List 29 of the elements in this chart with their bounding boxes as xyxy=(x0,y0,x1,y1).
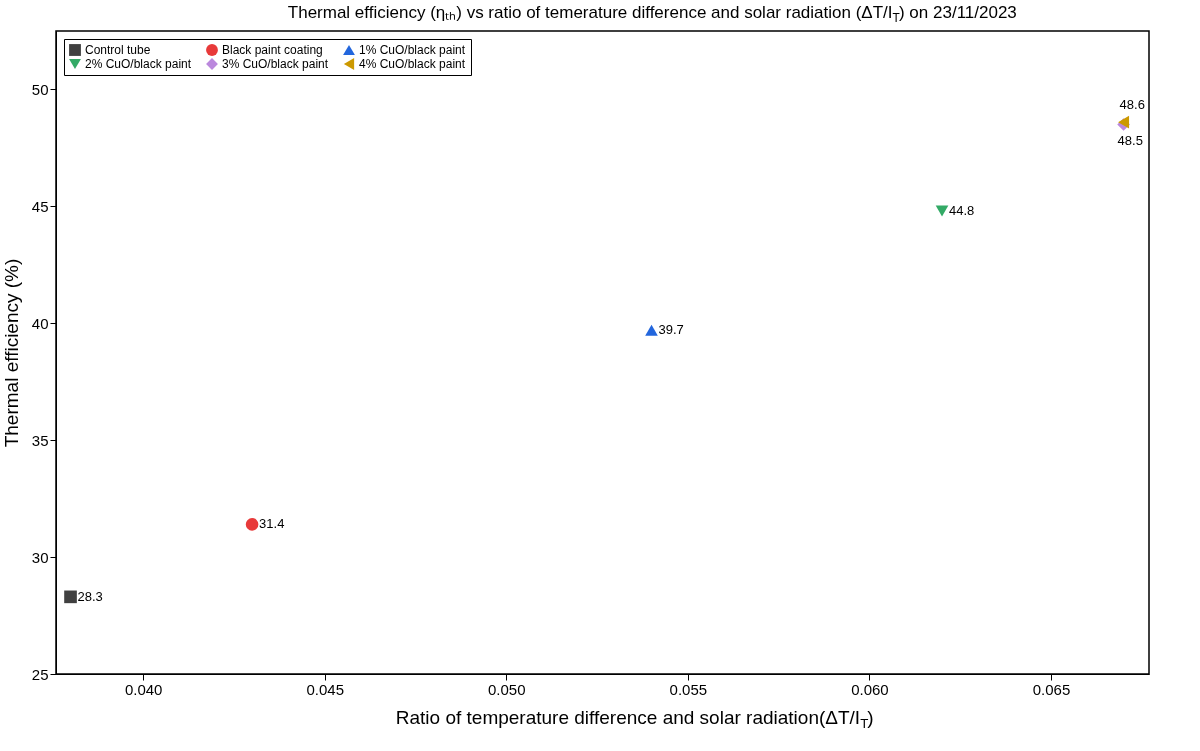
legend-label: 3% CuO/black paint xyxy=(222,57,329,71)
legend-label: Control tube xyxy=(85,43,151,57)
y-tick-label: 25 xyxy=(31,665,49,683)
y-tick-label: 35 xyxy=(31,431,49,449)
data-label: 44.8 xyxy=(949,203,975,219)
data-label: 48.6 xyxy=(1119,97,1145,113)
legend-label: Black paint coating xyxy=(222,43,323,57)
x-tick-label: 0.055 xyxy=(669,680,708,698)
data-label: 31.4 xyxy=(259,516,285,532)
data-label: 48.5 xyxy=(1117,132,1143,148)
x-tick-label: 0.040 xyxy=(124,680,163,698)
data-label: 28.3 xyxy=(77,588,103,604)
point xyxy=(645,324,658,336)
y-axis-title: Thermal efficiency (%) xyxy=(0,258,22,448)
x-tick-label: 0.045 xyxy=(306,680,344,698)
data-label: 39.7 xyxy=(658,322,684,338)
x-tick-label: 0.065 xyxy=(1032,680,1071,698)
y-tick-label: 30 xyxy=(31,548,49,566)
point xyxy=(935,205,949,217)
legend-label: 4% CuO/black paint xyxy=(359,57,466,71)
point xyxy=(64,590,77,604)
legend-label: 1% CuO/black paint xyxy=(359,43,466,57)
y-tick-label: 50 xyxy=(31,80,49,98)
y-tick-label: 45 xyxy=(31,197,49,215)
legend-label: 2% CuO/black paint xyxy=(85,57,192,71)
x-tick-label: 0.050 xyxy=(488,680,526,698)
point xyxy=(245,518,259,531)
y-tick-label: 40 xyxy=(31,314,49,332)
x-tick-label: 0.060 xyxy=(851,680,889,698)
